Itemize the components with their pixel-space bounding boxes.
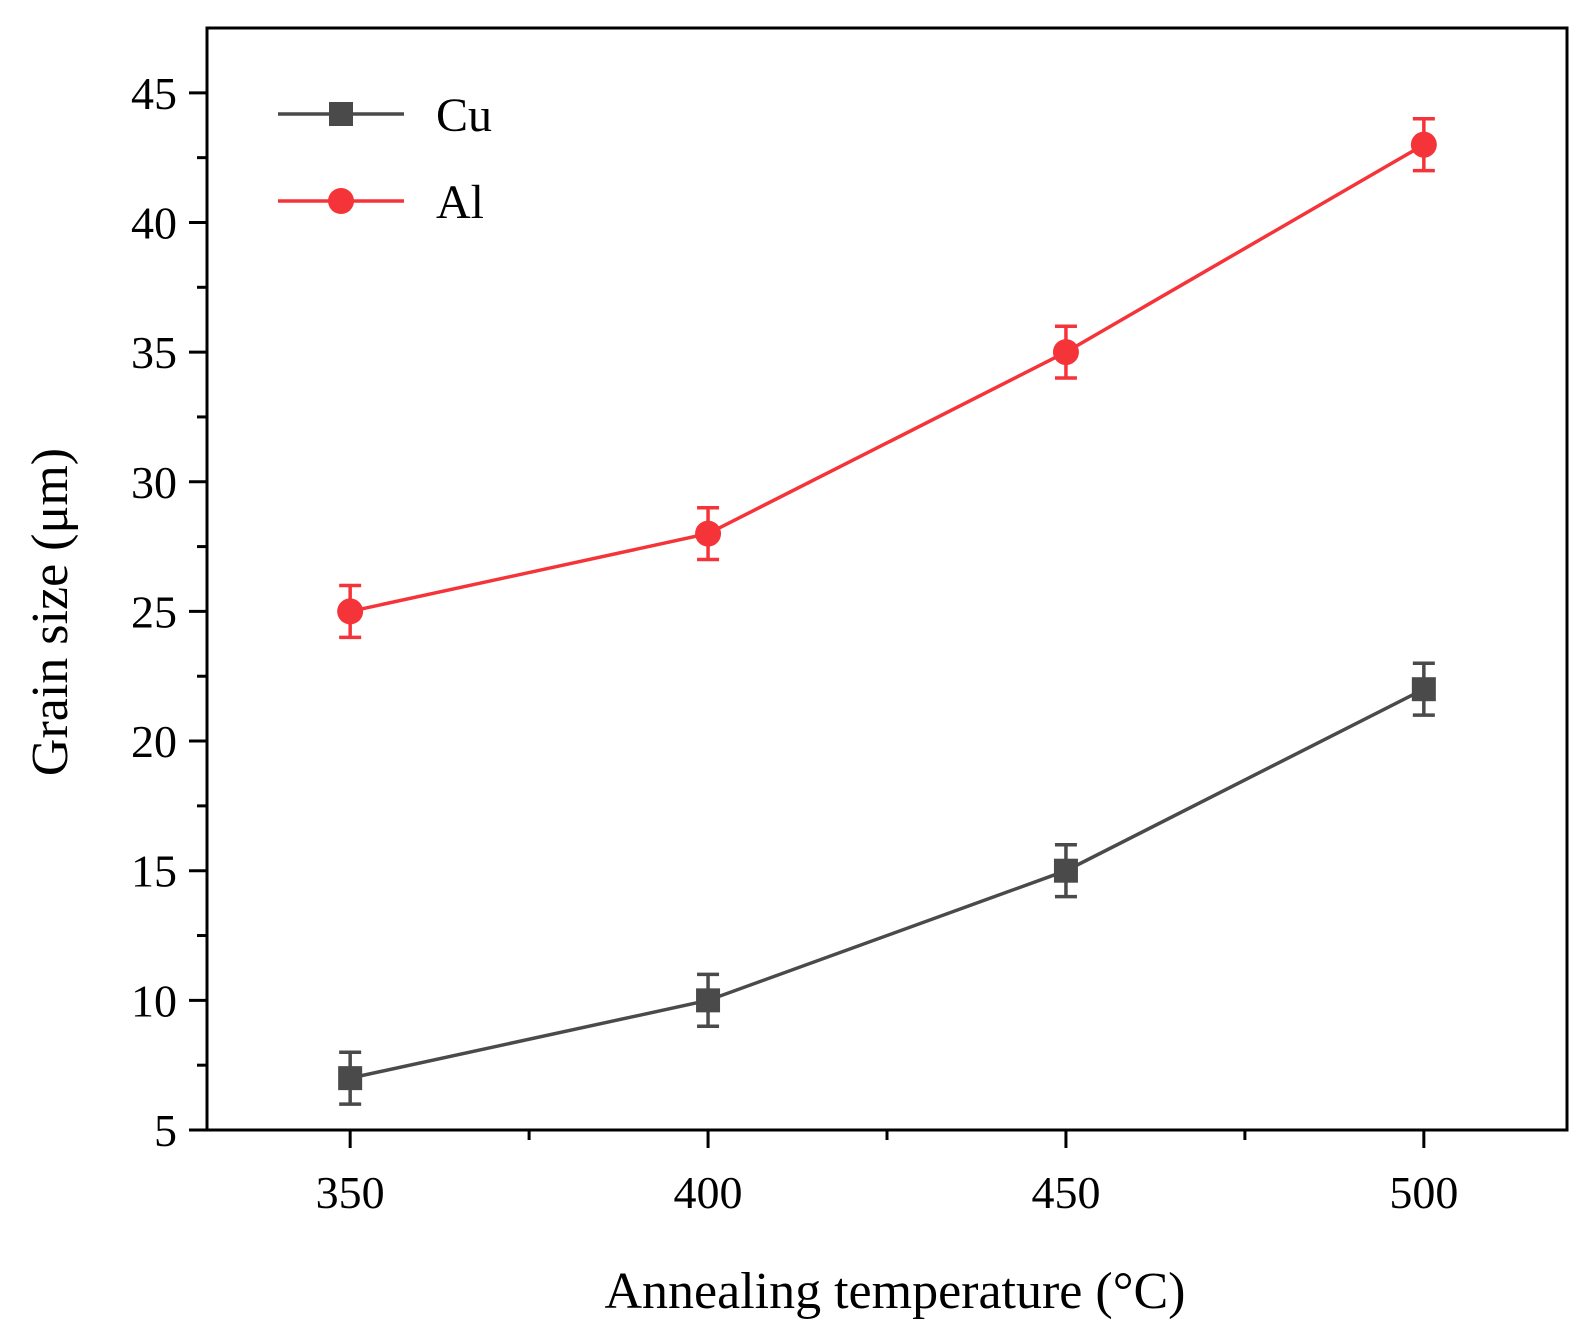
x-tick-label-500: 500 [1389, 1167, 1458, 1218]
x-tick-label-400: 400 [674, 1167, 743, 1218]
y-tick-label-40: 40 [131, 197, 177, 248]
data-point-cu-400 [696, 988, 721, 1013]
series-al [337, 117, 1437, 640]
tick-labels: 350 400 450 500 5 10 15 20 25 30 35 40 45 [131, 68, 1458, 1218]
legend-item-al: Al [278, 176, 484, 229]
legend-marker-al [328, 188, 354, 214]
x-axis-title: Annealing temperature (°C) [604, 1263, 1185, 1320]
y-tick-label-35: 35 [131, 327, 177, 378]
data-point-cu-350 [338, 1066, 363, 1091]
series-line-cu [349, 687, 1425, 1080]
series-cu [338, 661, 1436, 1106]
data-point-al-350 [337, 598, 364, 625]
x-tick-label-450: 450 [1031, 1167, 1100, 1218]
data-point-cu-450 [1053, 858, 1078, 883]
legend: Cu Al [278, 89, 492, 229]
major-ticks [189, 91, 1426, 1148]
series-line-al [349, 143, 1425, 614]
y-axis-title: Grain size (μm) [22, 448, 79, 776]
y-tick-label-20: 20 [131, 716, 177, 767]
data-point-al-400 [695, 520, 722, 547]
y-tick-label-30: 30 [131, 457, 177, 508]
y-tick-label-15: 15 [131, 846, 177, 897]
plot-frame [205, 26, 1569, 1132]
legend-label-al: Al [436, 176, 484, 229]
y-tick-label-25: 25 [131, 586, 177, 637]
x-tick-label-350: 350 [316, 1167, 385, 1218]
data-point-al-500 [1410, 131, 1437, 158]
y-tick-label-10: 10 [131, 975, 177, 1026]
y-tick-label-5: 5 [154, 1105, 177, 1156]
legend-marker-cu [329, 102, 353, 126]
plot-area-frame [205, 26, 1569, 1132]
series-layer [337, 117, 1437, 1106]
legend-label-cu: Cu [436, 89, 492, 142]
minor-ticks [197, 156, 1247, 1140]
data-point-cu-500 [1411, 677, 1436, 702]
y-tick-label-45: 45 [131, 68, 177, 119]
legend-item-cu: Cu [278, 89, 492, 142]
data-point-al-450 [1052, 339, 1079, 366]
